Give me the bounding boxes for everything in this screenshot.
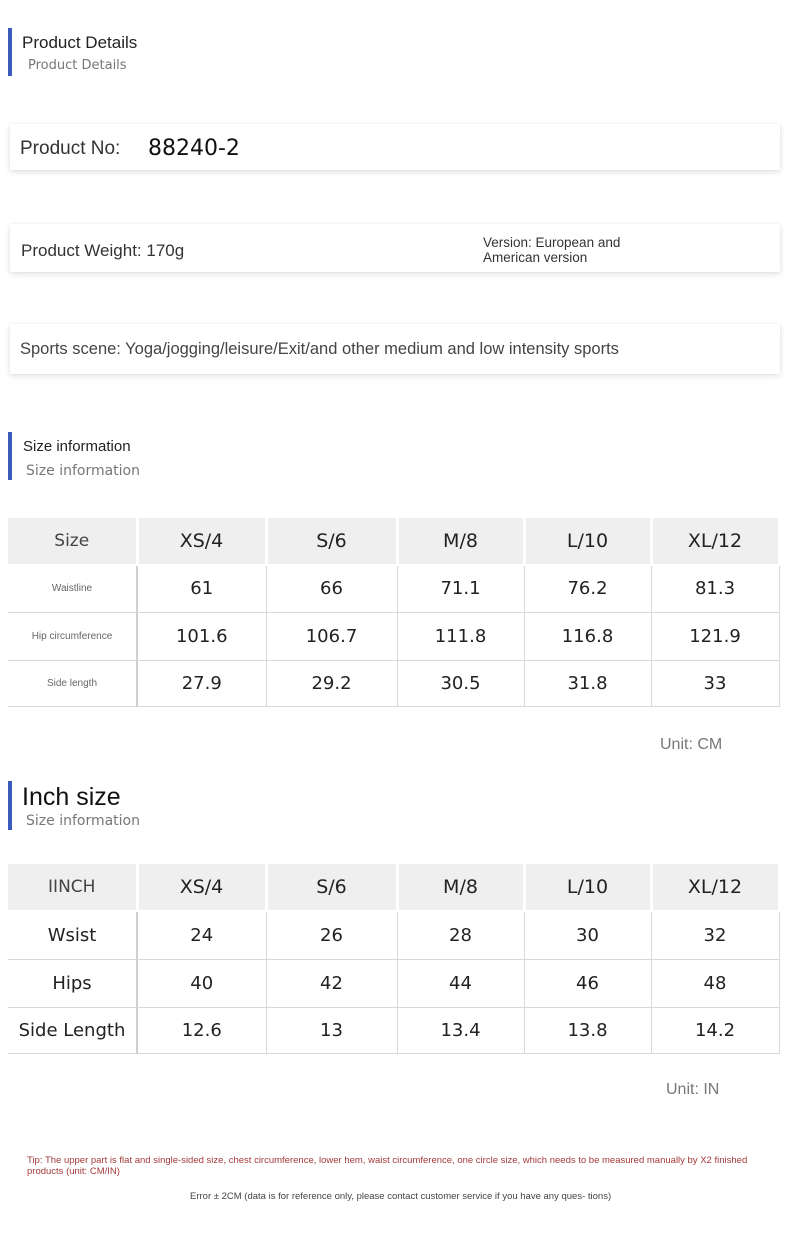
product-number-value: 88240-2 [148, 136, 240, 161]
section-subtitle: Size information [26, 463, 140, 479]
table-cell: 116.8 [524, 612, 652, 661]
sports-scene-card: Sports scene: Yoga/jogging/leisure/Exit/… [10, 324, 780, 374]
table-cell: 14.2 [651, 1007, 780, 1054]
row-label: Hip circumference [8, 612, 138, 661]
product-weight: Product Weight: 170g [21, 241, 185, 260]
table-cell: 27.9 [137, 660, 267, 707]
error-note: Error ± 2CM (data is for reference only,… [190, 1191, 612, 1202]
product-number-card: Product No: 88240-2 [10, 124, 780, 170]
table-row: Waistline 61 66 71.1 76.2 81.3 [8, 565, 780, 613]
table-cell: 13.8 [524, 1007, 652, 1054]
size-table-cm: Size XS/4 S/6 M/8 L/10 XL/12 Waistline 6… [8, 518, 781, 707]
size-table-inch: IINCH XS/4 S/6 M/8 L/10 XL/12 Wsist 24 2… [8, 864, 781, 1054]
table-cell: 26 [266, 911, 398, 960]
table-cell: 48 [651, 959, 780, 1008]
table-cell: 121.9 [651, 612, 780, 661]
inch-size-heading: Inch size Size information [8, 781, 308, 831]
accent-bar [8, 432, 12, 480]
table-header-cell: Size [8, 518, 139, 566]
row-label: Wsist [8, 911, 138, 960]
row-label: Side length [8, 660, 138, 707]
unit-in-label: Unit: IN [666, 1081, 720, 1098]
row-label: Waistline [8, 565, 138, 613]
table-header-cell: S/6 [266, 518, 399, 566]
table-cell: 28 [397, 911, 525, 960]
table-header-cell: M/8 [397, 518, 526, 566]
table-row: Side length 27.9 29.2 30.5 31.8 33 [8, 660, 780, 707]
size-information-heading: Size information Size information [8, 432, 308, 482]
section-title: Product Details [22, 33, 138, 52]
table-row: Wsist 24 26 28 30 32 [8, 911, 780, 960]
measurement-tip: Tip: The upper part is flat and single-s… [27, 1155, 748, 1177]
table-cell: 66 [266, 565, 398, 613]
table-row: Side Length 12.6 13 13.4 13.8 14.2 [8, 1007, 780, 1054]
table-cell: 13 [266, 1007, 398, 1054]
row-label: Hips [8, 959, 138, 1008]
table-cell: 30 [524, 911, 652, 960]
product-weight-card: Product Weight: 170g Version: European a… [10, 224, 780, 272]
table-cell: 33 [651, 660, 780, 707]
sports-scene-text: Sports scene: Yoga/jogging/leisure/Exit/… [20, 340, 619, 358]
table-header-cell: S/6 [266, 864, 399, 912]
table-cell: 42 [266, 959, 398, 1008]
version-line-2: American version [483, 250, 588, 265]
product-number-label: Product No: [20, 138, 121, 159]
product-details-heading: Product Details Product Details [8, 28, 308, 78]
table-cell: 12.6 [137, 1007, 267, 1054]
table-header-cell: XL/12 [651, 864, 781, 912]
table-header-cell: L/10 [524, 518, 653, 566]
accent-bar [8, 781, 12, 830]
section-title: Inch size [22, 783, 121, 811]
table-cell: 40 [137, 959, 267, 1008]
row-label: Side Length [8, 1007, 138, 1054]
table-row: Hips 40 42 44 46 48 [8, 959, 780, 1008]
table-cell: 106.7 [266, 612, 398, 661]
table-cell: 46 [524, 959, 652, 1008]
table-row: Hip circumference 101.6 106.7 111.8 116.… [8, 612, 780, 661]
table-cell: 29.2 [266, 660, 398, 707]
table-header-cell: L/10 [524, 864, 653, 912]
section-subtitle: Product Details [28, 58, 127, 73]
table-cell: 71.1 [397, 565, 525, 613]
table-header-cell: IINCH [8, 864, 139, 912]
table-cell: 24 [137, 911, 267, 960]
table-header-cell: XS/4 [137, 518, 268, 566]
version-line-1: Version: European and [483, 235, 621, 250]
table-header-cell: XS/4 [137, 864, 268, 912]
table-cell: 81.3 [651, 565, 780, 613]
accent-bar [8, 28, 12, 76]
table-cell: 61 [137, 565, 267, 613]
table-header-cell: M/8 [397, 864, 526, 912]
table-cell: 30.5 [397, 660, 525, 707]
table-cell: 13.4 [397, 1007, 525, 1054]
unit-cm-label: Unit: CM [660, 736, 723, 753]
table-cell: 32 [651, 911, 780, 960]
table-cell: 76.2 [524, 565, 652, 613]
section-subtitle: Size information [26, 813, 140, 829]
table-cell: 111.8 [397, 612, 525, 661]
table-cell: 44 [397, 959, 525, 1008]
table-cell: 31.8 [524, 660, 652, 707]
table-header-cell: XL/12 [651, 518, 781, 566]
section-title: Size information [23, 438, 131, 455]
table-cell: 101.6 [137, 612, 267, 661]
